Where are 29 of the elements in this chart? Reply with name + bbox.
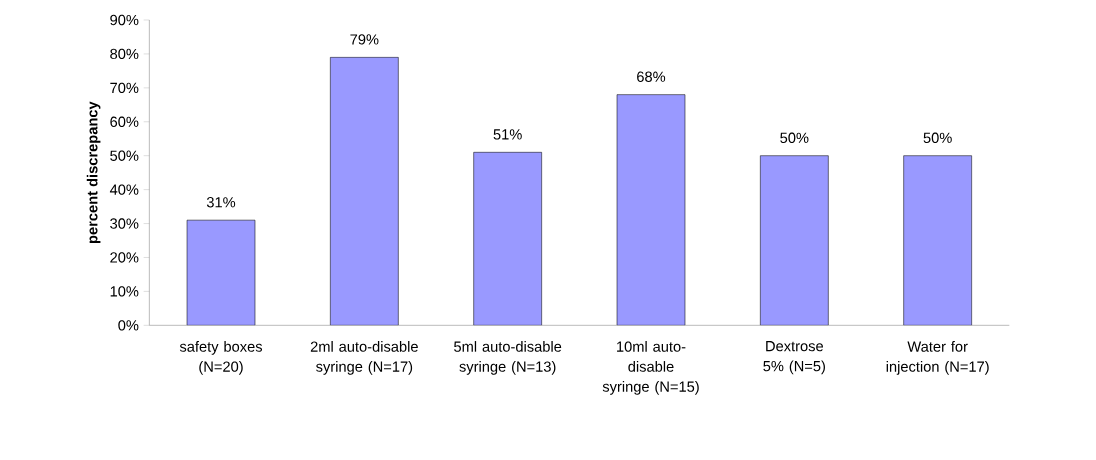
x-tick-label: Water for injection (N=17) [886,341,989,375]
y-tick-label: 10% [110,286,139,297]
y-tick-label: 0% [118,320,139,331]
data-label: 31% [206,197,236,208]
y-tick-label: 20% [110,252,139,263]
data-label: 68% [637,71,666,82]
data-label: 51% [493,129,522,140]
y-tick-label: 60% [110,116,139,127]
bar [473,152,542,326]
y-tick-label: 90% [110,14,139,26]
bar [186,219,256,326]
x-tick-label: 2ml auto-disable syringe (N=17) [310,341,418,375]
y-tick-label: 30% [110,218,139,229]
x-tick-label: safety boxes (N=20) [179,341,263,375]
bar [616,94,686,326]
data-label: 50% [923,132,952,143]
y-tick-label: 70% [110,82,139,94]
x-tick-label: 5ml auto-disable syringe (N=13) [454,341,562,375]
data-label: 79% [350,34,379,45]
y-tick-label: 50% [110,150,139,161]
bar [330,57,399,326]
x-tick-label: Dextrose 5% (N=5) [763,341,825,375]
x-tick-label: 10ml auto-disable syringe (N=15) [602,341,699,395]
bar [903,155,972,326]
bar [760,155,829,326]
y-axis-title: percent discrepancy [86,101,101,244]
y-tick-label: 80% [110,48,139,60]
y-tick-label: 40% [109,184,139,195]
data-label: 50% [780,132,809,143]
